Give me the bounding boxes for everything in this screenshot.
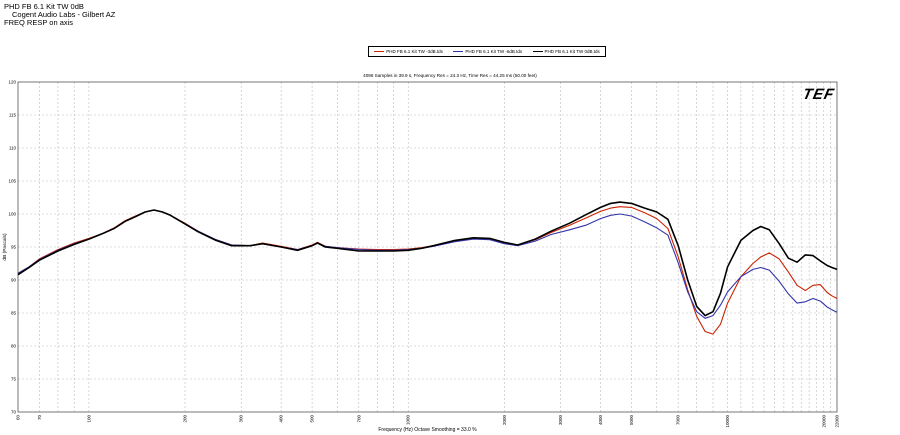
legend-item-tw-3db: PHD FB 6.1 Kit TW -3dB.tds xyxy=(374,49,443,54)
chart-title: 4096 Samples in 39.9 s, Frequency Res = … xyxy=(363,73,537,78)
x-tick-label: 200 xyxy=(183,415,188,423)
legend-swatch-tw-6db xyxy=(453,51,464,52)
x-tick-label: 3000 xyxy=(558,415,563,426)
x-tick-label: 300 xyxy=(239,415,244,423)
x-tick-label: 7000 xyxy=(676,415,681,426)
y-tick-label: 90 xyxy=(11,278,17,283)
plot-frame xyxy=(17,81,838,413)
y-tick-label: 95 xyxy=(11,245,17,250)
x-tick-label: 100 xyxy=(86,415,91,423)
x-tick-label: 400 xyxy=(279,415,284,423)
y-tick-label: 70 xyxy=(11,410,17,415)
x-tick-label: 60 xyxy=(16,415,21,421)
tef-logo: TEF xyxy=(800,86,836,103)
x-tick-label: 70 xyxy=(37,415,42,421)
x-tick-label: 22000 xyxy=(835,415,840,428)
series-line-tw-0db xyxy=(17,201,838,317)
y-tick-label: 85 xyxy=(11,311,17,316)
legend-item-tw-6db: PHD FB 6.1 Kit TW -6dB.tds xyxy=(453,49,522,54)
x-tick-label: 5000 xyxy=(629,415,634,426)
x-tick-label: 1000 xyxy=(406,415,411,426)
y-tick-label: 75 xyxy=(11,377,17,382)
legend-swatch-tw-3db xyxy=(374,51,385,52)
y-tick-label: 105 xyxy=(8,179,16,184)
y-tick-label: 115 xyxy=(9,113,17,118)
x-tick-label: 700 xyxy=(356,415,361,423)
header-line-measurement: FREQ RESP on axis xyxy=(4,18,74,27)
x-tick-label: 4000 xyxy=(598,415,603,426)
y-tick-label: 100 xyxy=(8,212,16,217)
x-axis-label: Frequency (Hz) Octave Smoothing = 33.0 % xyxy=(378,427,477,433)
y-tick-label: 120 xyxy=(8,80,16,85)
x-tick-label: 10000 xyxy=(725,415,730,428)
x-tick-label: 500 xyxy=(310,415,315,423)
x-tick-label: 20000 xyxy=(821,415,826,428)
header-line-lab: Cogent Audio Labs - Gilbert AZ xyxy=(12,10,116,19)
y-tick-label: 110 xyxy=(9,146,17,151)
legend-label-tw-3db: PHD FB 6.1 Kit TW -3dB.tds xyxy=(386,49,443,54)
chart-header: PHD FB 6.1 Kit TW 0dB Cogent Audio Labs … xyxy=(4,3,115,27)
header-line-title: PHD FB 6.1 Kit TW 0dB xyxy=(4,2,84,11)
x-tick-label: 2000 xyxy=(502,415,507,426)
y-tick-label: 80 xyxy=(11,344,17,349)
legend-label-tw-0db: PHD FB 6.1 Kit TW 0dB.tds xyxy=(544,49,600,54)
y-axis-label: dB (Pascals) xyxy=(2,233,8,261)
legend-swatch-tw-0db xyxy=(532,51,543,52)
legend-item-tw-0db: PHD FB 6.1 Kit TW 0dB.tds xyxy=(532,49,600,54)
series-line-tw-6db xyxy=(17,209,838,319)
chart-legend: PHD FB 6.1 Kit TW -3dB.tds PHD FB 6.1 Ki… xyxy=(368,46,606,57)
series-line-tw-3db xyxy=(17,206,838,335)
legend-label-tw-6db: PHD FB 6.1 Kit TW -6dB.tds xyxy=(465,49,523,54)
